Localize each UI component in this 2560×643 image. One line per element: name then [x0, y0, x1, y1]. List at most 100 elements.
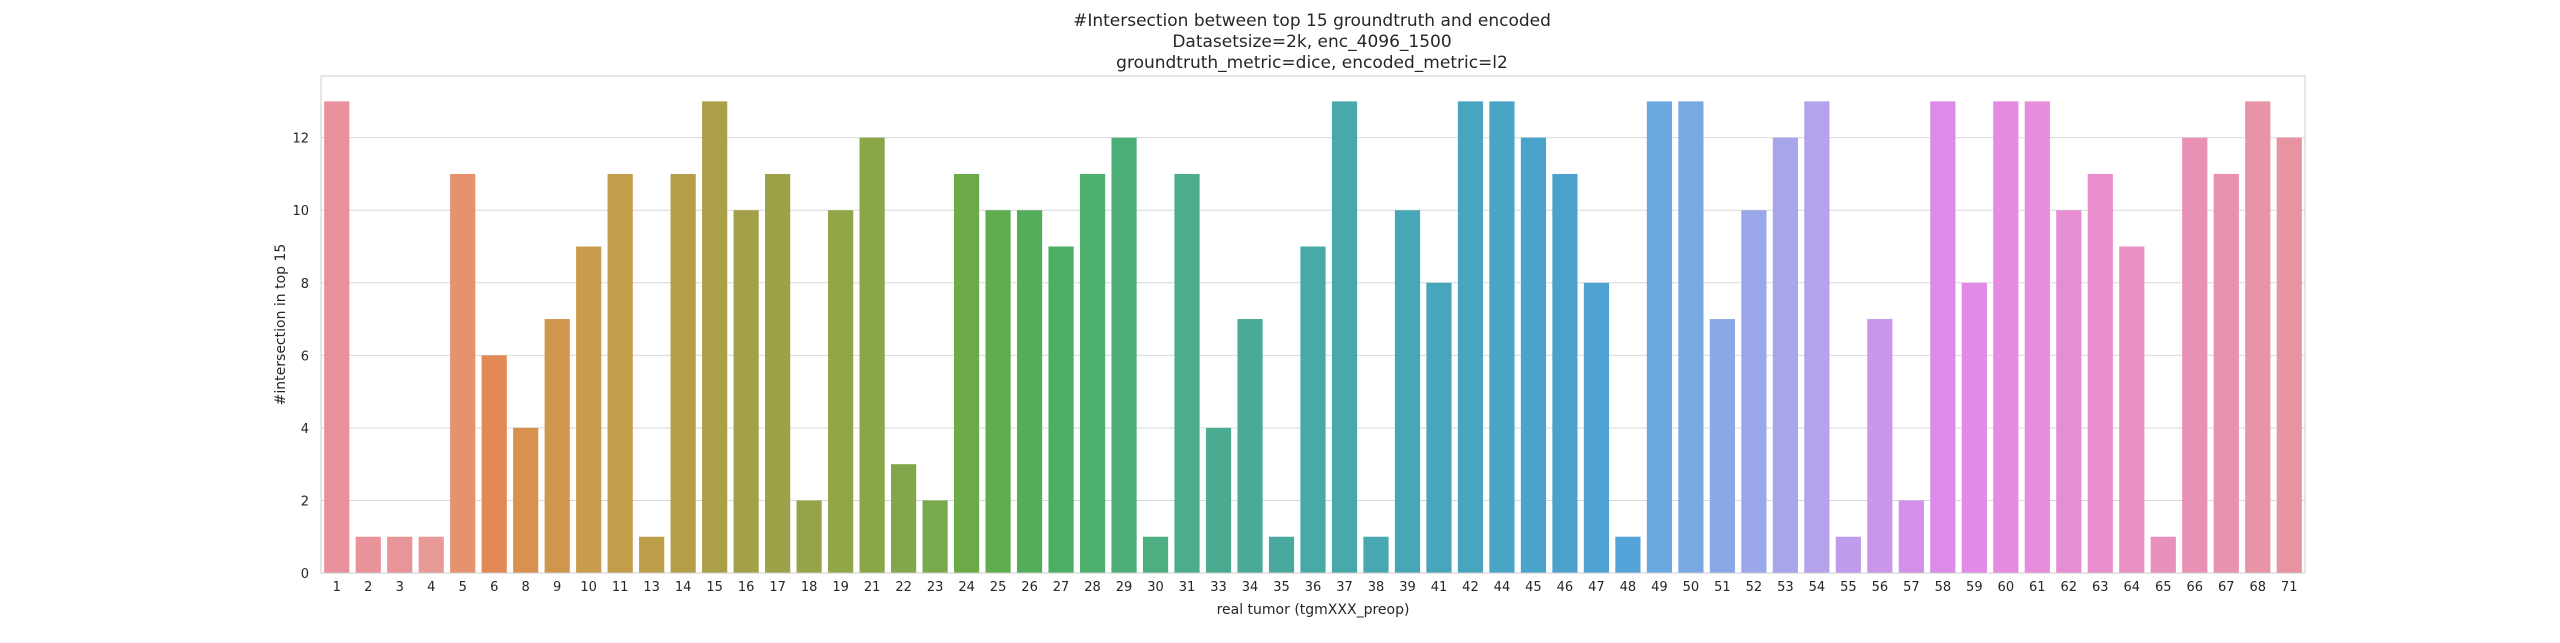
bar-6 [481, 355, 507, 573]
x-tick-label: 41 [1431, 580, 1448, 595]
bar-52 [1741, 210, 1767, 574]
x-tick-label: 15 [706, 580, 723, 595]
bar-71 [2276, 137, 2302, 573]
bar-39 [1394, 210, 1421, 574]
bar-18 [796, 500, 822, 573]
x-tick-label: 25 [990, 580, 1007, 595]
x-tick-label: 5 [459, 580, 467, 595]
bar-68 [2245, 101, 2271, 573]
bar-35 [1268, 536, 1295, 573]
bar-55 [1835, 536, 1861, 573]
x-tick-label: 57 [1903, 580, 1920, 595]
bar-21 [859, 137, 885, 573]
x-tick-label: 71 [2281, 580, 2298, 595]
bar-51 [1709, 319, 1735, 573]
y-tick-label: 12 [292, 132, 309, 147]
bar-54 [1804, 101, 1830, 573]
x-tick-label: 47 [1588, 580, 1605, 595]
bar-65 [2150, 536, 2176, 573]
x-tick-label: 61 [2029, 580, 2046, 595]
y-tick-label: 2 [301, 494, 309, 509]
y-tick-label: 8 [301, 277, 309, 292]
bar-34 [1237, 319, 1263, 573]
bar-62 [2056, 210, 2082, 574]
x-tick-label: 36 [1305, 580, 1322, 595]
y-tick-label: 4 [301, 422, 309, 437]
x-tick-label: 62 [2061, 580, 2078, 595]
bars [324, 101, 2302, 574]
x-tick-label: 50 [1683, 580, 1700, 595]
x-tick-label: 44 [1494, 580, 1511, 595]
bar-30 [1142, 536, 1169, 573]
x-tick-label: 33 [1210, 580, 1227, 595]
x-tick-label: 59 [1966, 580, 1983, 595]
bar-66 [2182, 137, 2208, 573]
chart-title: #Intersection between top 15 groundtruth… [1073, 11, 1551, 73]
y-tick-label: 10 [292, 204, 309, 219]
bar-36 [1300, 246, 1326, 573]
bar-25 [985, 210, 1011, 574]
x-tick-label: 29 [1116, 580, 1133, 595]
x-tick-label: 11 [612, 580, 629, 595]
x-tick-label: 42 [1462, 580, 1479, 595]
bar-31 [1174, 173, 1200, 573]
x-tick-label: 60 [1998, 580, 2015, 595]
x-tick-label: 31 [1179, 580, 1196, 595]
x-tick-label: 56 [1872, 580, 1889, 595]
y-tick-labels: 0 2 4 6 8 10 12 [292, 132, 309, 582]
bar-45 [1520, 137, 1547, 573]
bar-19 [828, 210, 854, 574]
x-tick-label: 26 [1021, 580, 1038, 595]
bar-46 [1552, 173, 1578, 573]
x-tick-label: 14 [675, 580, 692, 595]
x-tick-label: 19 [832, 580, 849, 595]
bar-10 [576, 246, 602, 573]
x-tick-label: 67 [2218, 580, 2235, 595]
y-axis-label: #intersection in top 15 [273, 244, 289, 406]
x-tick-label: 37 [1336, 580, 1353, 595]
bar-37 [1331, 101, 1358, 573]
x-tick-label: 66 [2187, 580, 2204, 595]
x-tick-label: 63 [2092, 580, 2109, 595]
bar-60 [1993, 101, 2019, 573]
bar-15 [702, 101, 728, 573]
x-tick-label: 23 [927, 580, 944, 595]
x-tick-label: 16 [738, 580, 755, 595]
bar-33 [1205, 427, 1232, 573]
x-tick-label: 24 [958, 580, 975, 595]
bar-14 [670, 173, 696, 573]
bar-24 [953, 173, 980, 573]
x-tick-label: 13 [643, 580, 660, 595]
bar-48 [1615, 536, 1641, 573]
x-tick-label: 34 [1242, 580, 1259, 595]
x-tick-label: 64 [2124, 580, 2141, 595]
bar-3 [387, 536, 413, 573]
x-tick-label: 4 [427, 580, 435, 595]
bar-2 [355, 536, 381, 573]
chart-title-line: #Intersection between top 15 groundtruth… [1073, 11, 1551, 31]
bar-23 [922, 500, 948, 573]
bar-11 [607, 173, 633, 573]
bar-61 [2024, 101, 2050, 573]
bar-9 [544, 319, 570, 573]
chart-title-line: groundtruth_metric=dice, encoded_metric=… [1116, 53, 1508, 73]
plot-frame [320, 75, 2306, 574]
x-tick-label: 54 [1809, 580, 1826, 595]
bar-58 [1930, 101, 1956, 573]
x-tick-label: 45 [1525, 580, 1542, 595]
x-tick-label: 48 [1620, 580, 1637, 595]
y-tick-label: 0 [301, 567, 309, 582]
bar-8 [513, 427, 539, 573]
bar-67 [2213, 173, 2239, 573]
bar-63 [2087, 173, 2113, 573]
x-tick-label: 55 [1840, 580, 1857, 595]
bar-57 [1898, 500, 1924, 573]
bar-44 [1489, 101, 1515, 573]
bar-41 [1426, 282, 1452, 573]
bar-47 [1583, 282, 1610, 573]
bar-42 [1457, 101, 1484, 573]
x-tick-label: 65 [2155, 580, 2172, 595]
bar-38 [1363, 536, 1389, 573]
x-tick-label: 21 [864, 580, 881, 595]
